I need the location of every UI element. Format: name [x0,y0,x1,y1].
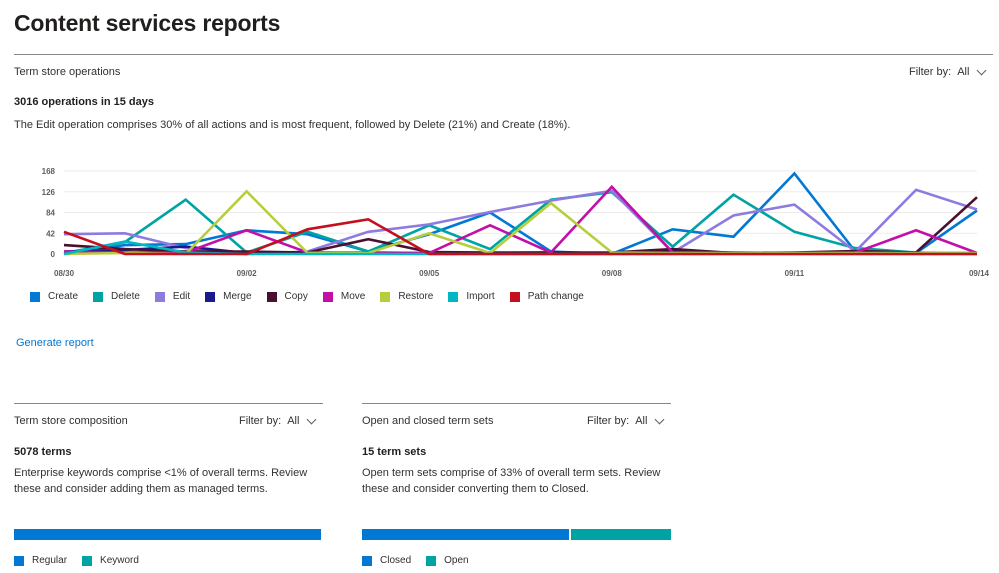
composition-headline: 5078 terms [14,446,72,458]
composition-filter-dropdown[interactable]: Filter by: All [239,414,317,427]
y-tick-label: 126 [42,188,56,197]
x-tick-label: 08/30 [54,269,75,278]
legend-item-closed[interactable]: Closed [362,555,411,566]
term-sets-divider [362,403,671,404]
x-tick-label: 09/14 [969,269,990,278]
legend-label: Edit [172,291,191,302]
legend-label: Merge [223,291,252,302]
legend-label: Open [444,555,469,566]
legend-item-path-change[interactable]: Path change [509,291,584,302]
legend-swatch [322,291,333,302]
legend-item-copy[interactable]: Copy [266,291,308,302]
legend-swatch [205,291,216,302]
legend-item-regular[interactable]: Regular [14,555,67,566]
legend-label: Restore [398,291,434,302]
series-line-path-change[interactable] [63,218,977,256]
term-sets-filter-value: All [635,415,648,427]
y-tick-label: 168 [42,167,56,176]
term-sets-description: Open term sets comprise of 33% of overal… [362,467,661,495]
generate-report-link[interactable]: Generate report [16,337,94,349]
composition-description: Enterprise keywords comprise <1% of over… [14,467,308,495]
legend-swatch [380,291,391,302]
term-sets-filter-label: Filter by: [587,415,630,427]
legend-swatch [362,555,372,566]
legend-label: Keyword [100,555,139,566]
legend-label: Path change [527,291,584,302]
ops-headline: 3016 operations in 15 days [14,96,155,108]
y-tick-label: 42 [46,229,55,238]
legend-item-edit[interactable]: Edit [154,291,191,302]
chevron-down-icon [976,65,987,75]
legend-item-restore[interactable]: Restore [380,291,433,302]
page-title: Content services reports [14,10,281,36]
composition-filter-label: Filter by: [239,415,282,427]
legend-item-delete[interactable]: Delete [93,291,140,302]
y-tick-label: 0 [51,250,56,259]
term-sets-legend: Closed Open [362,555,484,566]
series-line-delete[interactable] [63,190,978,256]
legend-swatch [82,555,93,566]
x-tick-label: 09/02 [237,269,258,278]
composition-filter-value: All [287,415,300,427]
legend-label: Regular [32,555,68,566]
term-sets-label: Open and closed term sets [362,415,494,427]
x-tick-label: 09/08 [602,269,623,278]
composition-divider [14,403,323,404]
x-tick-label: 09/11 [785,269,805,278]
term-sets-headline: 15 term sets [362,446,427,458]
legend-label: Closed [380,555,412,566]
chevron-down-icon [654,414,665,424]
ops-filter-value: All [957,66,970,78]
ops-filter-dropdown[interactable]: Filter by: All [909,65,987,78]
term-store-ops-label: Term store operations [14,66,121,78]
legend-label: Delete [111,291,140,302]
bar-segment-open[interactable] [569,529,671,540]
legend-item-open[interactable]: Open [426,555,469,566]
legend-swatch [266,291,277,302]
legend-swatch [93,291,104,302]
legend-swatch [448,291,459,302]
legend-label: Move [340,291,366,302]
title-divider [14,54,993,55]
legend-item-merge[interactable]: Merge [205,291,252,302]
ops-filter-label: Filter by: [909,66,952,78]
ops-description: The Edit operation comprises 30% of all … [14,119,571,131]
bar-segment-closed[interactable] [362,529,570,540]
legend-item-keyword[interactable]: Keyword [82,555,139,566]
legend-label: Create [48,291,79,302]
legend-swatch [509,291,520,302]
series-line-create[interactable] [63,171,978,256]
term-sets-filter-dropdown[interactable]: Filter by: All [587,414,665,427]
bar-segment-regular[interactable] [14,529,321,540]
legend-swatch [154,291,165,302]
composition-bar [14,529,323,540]
bar-segment-keyword[interactable] [321,529,323,540]
y-tick-label: 84 [46,209,55,218]
legend-swatch [14,555,24,566]
composition-label: Term store composition [14,415,128,427]
legend-item-move[interactable]: Move [322,291,366,302]
term-sets-bar [362,529,671,540]
legend-swatch [30,291,40,302]
legend-label: Import [466,291,495,302]
legend-label: Copy [284,291,308,302]
legend-item-import[interactable]: Import [448,291,495,302]
chart-legend: Create Delete Edit Merge Copy Move Restore Impo… [30,291,599,302]
chevron-down-icon [306,414,317,424]
composition-legend: Regular Keyword [14,555,154,566]
x-tick-label: 09/05 [419,269,440,278]
legend-swatch [426,555,437,566]
operations-line-chart: 0 42 84 126 168 08/30 09/02 09/05 09/08 09/11 09/1… [42,167,990,278]
legend-item-create[interactable]: Create [30,291,78,302]
